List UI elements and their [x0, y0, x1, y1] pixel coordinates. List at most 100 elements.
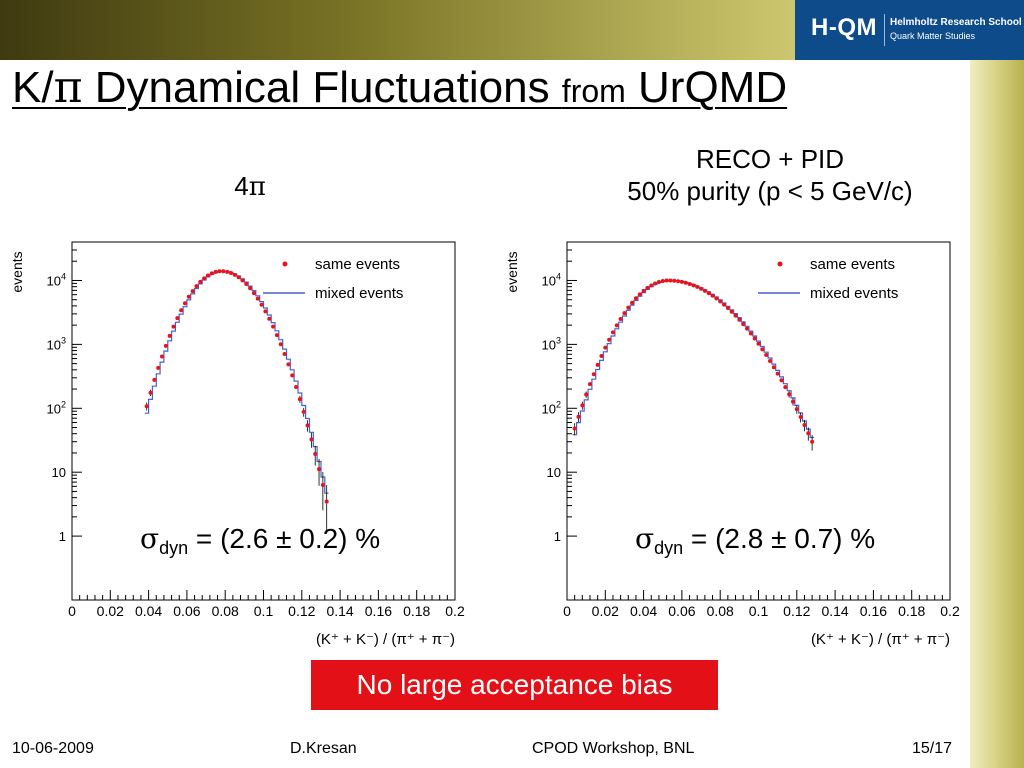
y-tick-label: 102: [542, 399, 561, 416]
title-part-3: UrQMD: [625, 63, 788, 112]
left-plot: 0 0.02 0.04 0.06 0.08 0.1 0.12 0.14 0.16 0.18 0.2 1…: [0, 230, 475, 650]
x-tick-label: 0.14: [326, 603, 353, 619]
same-events-point: [148, 390, 153, 395]
right-panel-label: RECO + PID 50% purity (p < 5 GeV/c): [560, 143, 980, 207]
same-events-point: [802, 423, 807, 428]
right-label-line-2: 50% purity (p < 5 GeV/c): [627, 176, 913, 206]
same-events-point: [607, 337, 612, 342]
same-events-point: [633, 296, 638, 301]
x-tick-label: 0.16: [365, 603, 392, 619]
same-events-point: [748, 331, 753, 336]
footer-page: 15/17: [912, 740, 953, 757]
same-events-point: [309, 437, 314, 442]
x-tick-label: 0.14: [821, 603, 848, 619]
same-events-point: [676, 279, 681, 284]
same-events-point: [156, 365, 161, 370]
same-events-point: [745, 326, 750, 331]
same-events-point: [317, 467, 322, 472]
y-tick-label: 102: [47, 399, 66, 416]
x-tick-label: 0.02: [97, 603, 124, 619]
same-events-point: [313, 451, 318, 456]
same-events-point: [790, 399, 795, 404]
mixed-events-line: [144, 270, 329, 494]
x-tick-label: 0.08: [212, 603, 239, 619]
same-events-point: [175, 316, 180, 321]
same-events-point: [297, 397, 302, 402]
x-tick-label: 0.1: [254, 603, 274, 619]
x-tick-label: 0.1: [749, 603, 769, 619]
same-events-point: [656, 280, 661, 285]
x-tick-label: 0.12: [288, 603, 315, 619]
y-axis-label: events: [504, 251, 520, 292]
same-events-point: [163, 343, 168, 348]
same-events-point: [271, 324, 276, 329]
same-events-point: [244, 282, 249, 287]
x-tick-label: 0: [68, 603, 76, 619]
mixed-events-line: [572, 279, 814, 439]
y-tick-label: 1: [59, 529, 66, 544]
same-events-point: [783, 385, 788, 390]
same-events-point: [282, 352, 287, 357]
same-events-point: [660, 279, 665, 284]
same-events-point: [679, 279, 684, 284]
same-events-point: [806, 431, 811, 436]
footer-date: 10-06-2009: [12, 740, 94, 757]
same-events-point: [294, 384, 299, 389]
same-events-point: [702, 288, 707, 293]
same-events-point: [255, 296, 260, 301]
x-axis-label: (K⁺ + K⁻) / (π⁺ + π⁻): [811, 631, 950, 648]
same-events-point: [591, 372, 596, 377]
y-tick-label: 10: [52, 465, 66, 480]
x-tick-label: 0.04: [135, 603, 162, 619]
footer-author: D.Kresan: [290, 740, 357, 757]
same-events-point: [764, 353, 769, 358]
same-events-point: [767, 359, 772, 364]
x-tick-label: 0.18: [898, 603, 925, 619]
same-events-point: [167, 333, 172, 338]
same-events-point: [198, 279, 203, 284]
same-events-point: [217, 269, 222, 274]
sigma-annotation: σdyn = (2.6 ± 0.2) %: [140, 522, 380, 558]
same-events-point: [664, 278, 669, 283]
same-events-point: [160, 354, 165, 359]
same-events-point: [240, 278, 245, 283]
left-panel-label: 4π: [200, 170, 300, 203]
same-events-point: [320, 483, 325, 488]
x-tick-label: 0.08: [707, 603, 734, 619]
same-events-point: [194, 284, 199, 289]
legend-point-marker: [282, 261, 288, 267]
x-tick-label: 0.2: [445, 603, 465, 619]
y-tick-label: 103: [542, 335, 561, 352]
same-events-point: [798, 414, 803, 419]
same-events-point: [649, 283, 654, 288]
same-events-point: [305, 423, 310, 428]
same-events-point: [699, 286, 704, 291]
same-events-point: [179, 308, 184, 313]
y-tick-label: 104: [47, 271, 66, 288]
left-label-number: 4: [234, 171, 249, 201]
legend-label: same events: [315, 256, 400, 273]
same-events-point: [653, 281, 658, 286]
logo-subtitle-1: Helmholtz Research School: [890, 17, 1022, 28]
x-tick-label: 0.18: [403, 603, 430, 619]
same-events-point: [683, 280, 688, 285]
x-tick-label: 0.2: [940, 603, 960, 619]
same-events-point: [286, 362, 291, 367]
same-events-point: [290, 373, 295, 378]
same-events-point: [584, 392, 589, 397]
same-events-point: [190, 289, 195, 294]
x-tick-label: 0.16: [860, 603, 887, 619]
same-events-point: [710, 293, 715, 298]
same-events-point: [572, 426, 577, 431]
same-events-point: [618, 317, 623, 322]
x-tick-label: 0: [563, 603, 571, 619]
y-axis-label: events: [9, 251, 25, 292]
left-plot-svg: 0 0.02 0.04 0.06 0.08 0.1 0.12 0.14 0.16 0.18 0.2 1…: [9, 241, 465, 648]
right-plot-svg: 0 0.02 0.04 0.06 0.08 0.1 0.12 0.14 0.16 0.18 0.2 1…: [504, 241, 960, 648]
same-events-point: [144, 404, 149, 409]
logo-main-text: H-QM: [811, 14, 877, 41]
same-events-point: [756, 341, 761, 346]
same-events-point: [587, 382, 592, 387]
same-events-point: [576, 414, 581, 419]
title-from: from: [561, 73, 626, 109]
